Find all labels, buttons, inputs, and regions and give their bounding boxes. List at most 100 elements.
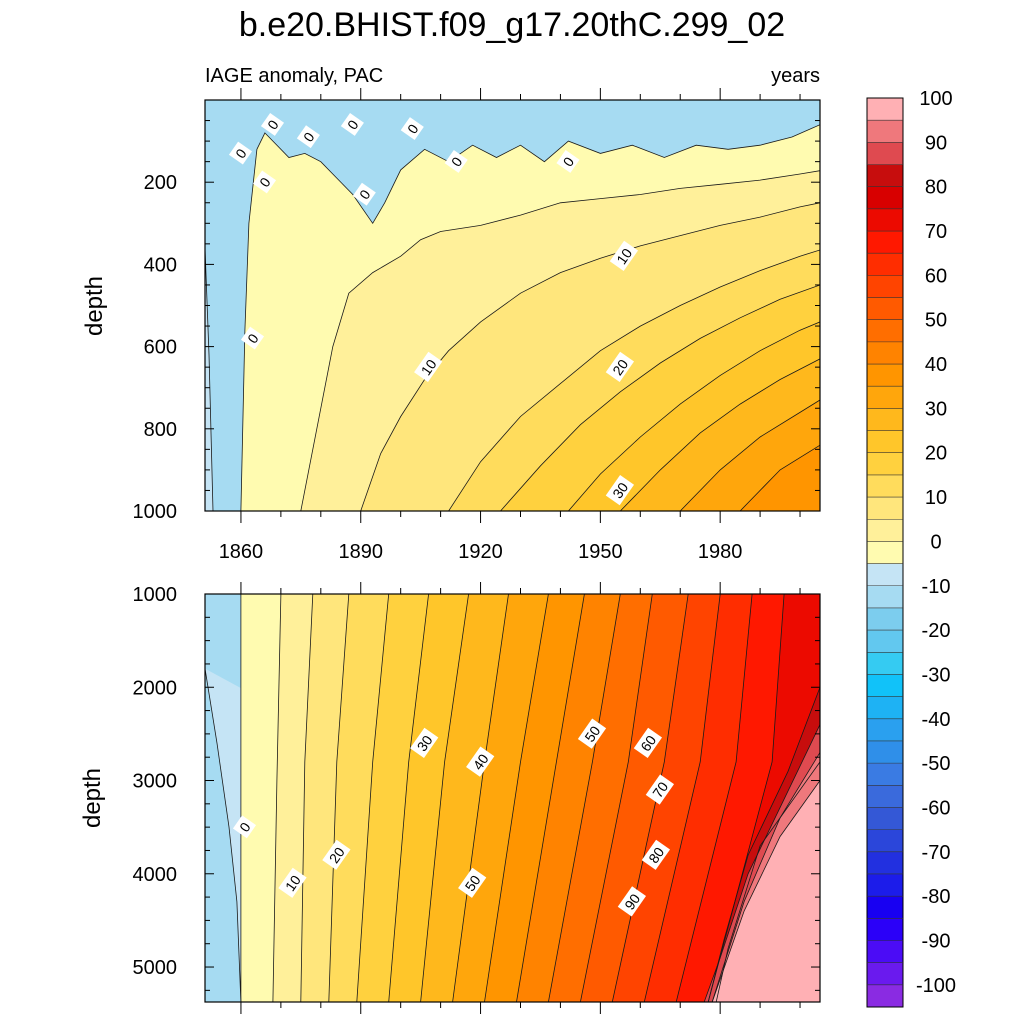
contour-line <box>484 594 549 1002</box>
colorbar-swatch <box>867 164 903 187</box>
colorbar-swatch <box>867 253 903 276</box>
colorbar-swatch <box>867 674 903 697</box>
colorbar-label: -60 <box>922 797 951 819</box>
contour-label-bg <box>645 774 675 805</box>
contour-line <box>548 594 621 1002</box>
colorbar-swatch <box>867 497 903 520</box>
contour-line <box>300 594 314 1002</box>
contour-label-bg <box>641 839 671 870</box>
colorbar-label: -70 <box>922 842 951 864</box>
y-tick-label: 400 <box>144 254 177 276</box>
upper-contour-lines <box>205 124 820 511</box>
contour-line <box>568 321 820 511</box>
contour-label: 0 <box>252 170 277 194</box>
colorbar-label: 100 <box>919 88 952 110</box>
contour-label: 60 <box>633 727 663 759</box>
colorbar-swatch <box>867 319 903 343</box>
colorbar-swatch <box>867 474 903 498</box>
colorbar-frame <box>866 97 904 1008</box>
contour-line <box>711 752 820 1002</box>
contour-line <box>388 594 429 1002</box>
colorbar-label: -90 <box>922 930 951 952</box>
contour-label-bg <box>617 886 647 917</box>
contour-label: 50 <box>577 718 607 749</box>
contour-line <box>675 594 753 1002</box>
upper-y-axis-label: depth <box>81 276 108 336</box>
contour-label-bg <box>605 474 635 506</box>
contour-label-bg <box>609 240 639 272</box>
colorbar-swatch <box>867 607 903 631</box>
contour-label-bg <box>260 112 285 136</box>
y-tick-label: 600 <box>144 337 177 359</box>
y-tick-label: 2000 <box>133 677 178 699</box>
contour-label: 20 <box>322 839 351 870</box>
colorbar-label: 0 <box>930 531 941 553</box>
contour-label-bg <box>605 351 635 383</box>
contour-label: 10 <box>278 867 307 898</box>
contour-line <box>205 247 214 511</box>
colorbar-swatch <box>867 142 903 165</box>
colorbar-label: 30 <box>925 398 947 420</box>
y-tick-label: 800 <box>144 419 177 441</box>
lower-contour-fill <box>205 594 820 1002</box>
colorbar-swatch <box>867 984 903 1008</box>
contour-label: 50 <box>458 867 487 898</box>
colorbar-swatch <box>867 430 903 454</box>
lower-contour-lines <box>205 594 820 1002</box>
contour-label-bg <box>444 149 468 173</box>
contour-line <box>448 249 820 511</box>
contour-line <box>620 358 820 511</box>
contour-label-bg <box>340 112 364 136</box>
colorbar-swatch <box>867 585 903 609</box>
colorbar-swatch <box>867 541 903 564</box>
contour-label-bg <box>228 141 253 165</box>
colorbar-label: -20 <box>922 620 951 642</box>
contour-label: 90 <box>617 886 647 917</box>
colorbar-swatch <box>867 740 903 764</box>
colorbar-swatch <box>867 785 903 808</box>
lower-panel: 0 10 20 30 40 50 50 60 70 80 90 1000 2000 3000 4000 50… <box>79 582 821 1014</box>
contour-label: 0 <box>400 117 424 140</box>
colorbar-swatch <box>867 341 903 365</box>
colorbar-swatch <box>867 829 903 853</box>
contour-line <box>500 284 820 511</box>
x-tick-label: 1920 <box>458 541 503 563</box>
contour-line <box>356 594 390 1002</box>
colorbar-label: -80 <box>922 886 951 908</box>
colorbar: 1009080706050403020100-10-20-30-40-50-60… <box>866 88 956 1008</box>
contour-label: 10 <box>414 351 443 383</box>
colorbar-label: 40 <box>925 354 947 376</box>
contour-line <box>580 594 653 1002</box>
lower-contour-labels: 0 10 20 30 40 50 50 60 70 80 90 <box>232 718 675 917</box>
colorbar-swatch <box>867 208 903 232</box>
x-tick-label: 1860 <box>219 541 264 563</box>
lower-axes: 1000 2000 3000 4000 5000 <box>133 582 820 1014</box>
contour-label: 0 <box>260 112 285 136</box>
colorbar-label: 90 <box>925 132 947 154</box>
contour-label-bg <box>458 867 487 898</box>
upper-contour-fill <box>205 100 820 511</box>
contour-line <box>707 687 820 1002</box>
contour-line <box>516 594 585 1002</box>
colorbar-swatch <box>867 696 903 720</box>
contour-label: 40 <box>466 746 495 777</box>
chart-title: b.e20.BHIST.f09_g17.20thC.299_02 <box>239 6 785 44</box>
colorbar-swatch <box>867 652 903 675</box>
y-tick-label: 3000 <box>133 771 178 793</box>
lower-y-axis-label: depth <box>79 768 106 828</box>
contour-label-bg <box>400 117 424 140</box>
contour-line <box>715 594 820 1002</box>
contour-label-bg <box>466 746 495 777</box>
contour-label-bg <box>633 727 663 759</box>
colorbar-label: 70 <box>925 221 947 243</box>
colorbar-swatch <box>867 918 903 941</box>
chart-subtitle-right: years <box>771 65 820 87</box>
x-tick-label: 1980 <box>698 541 743 563</box>
colorbar-label: 60 <box>925 265 947 287</box>
contour-label: 0 <box>296 125 320 149</box>
contour-label: 10 <box>609 240 639 272</box>
colorbar-swatch <box>867 763 903 786</box>
colorbar-label: -30 <box>922 664 951 686</box>
